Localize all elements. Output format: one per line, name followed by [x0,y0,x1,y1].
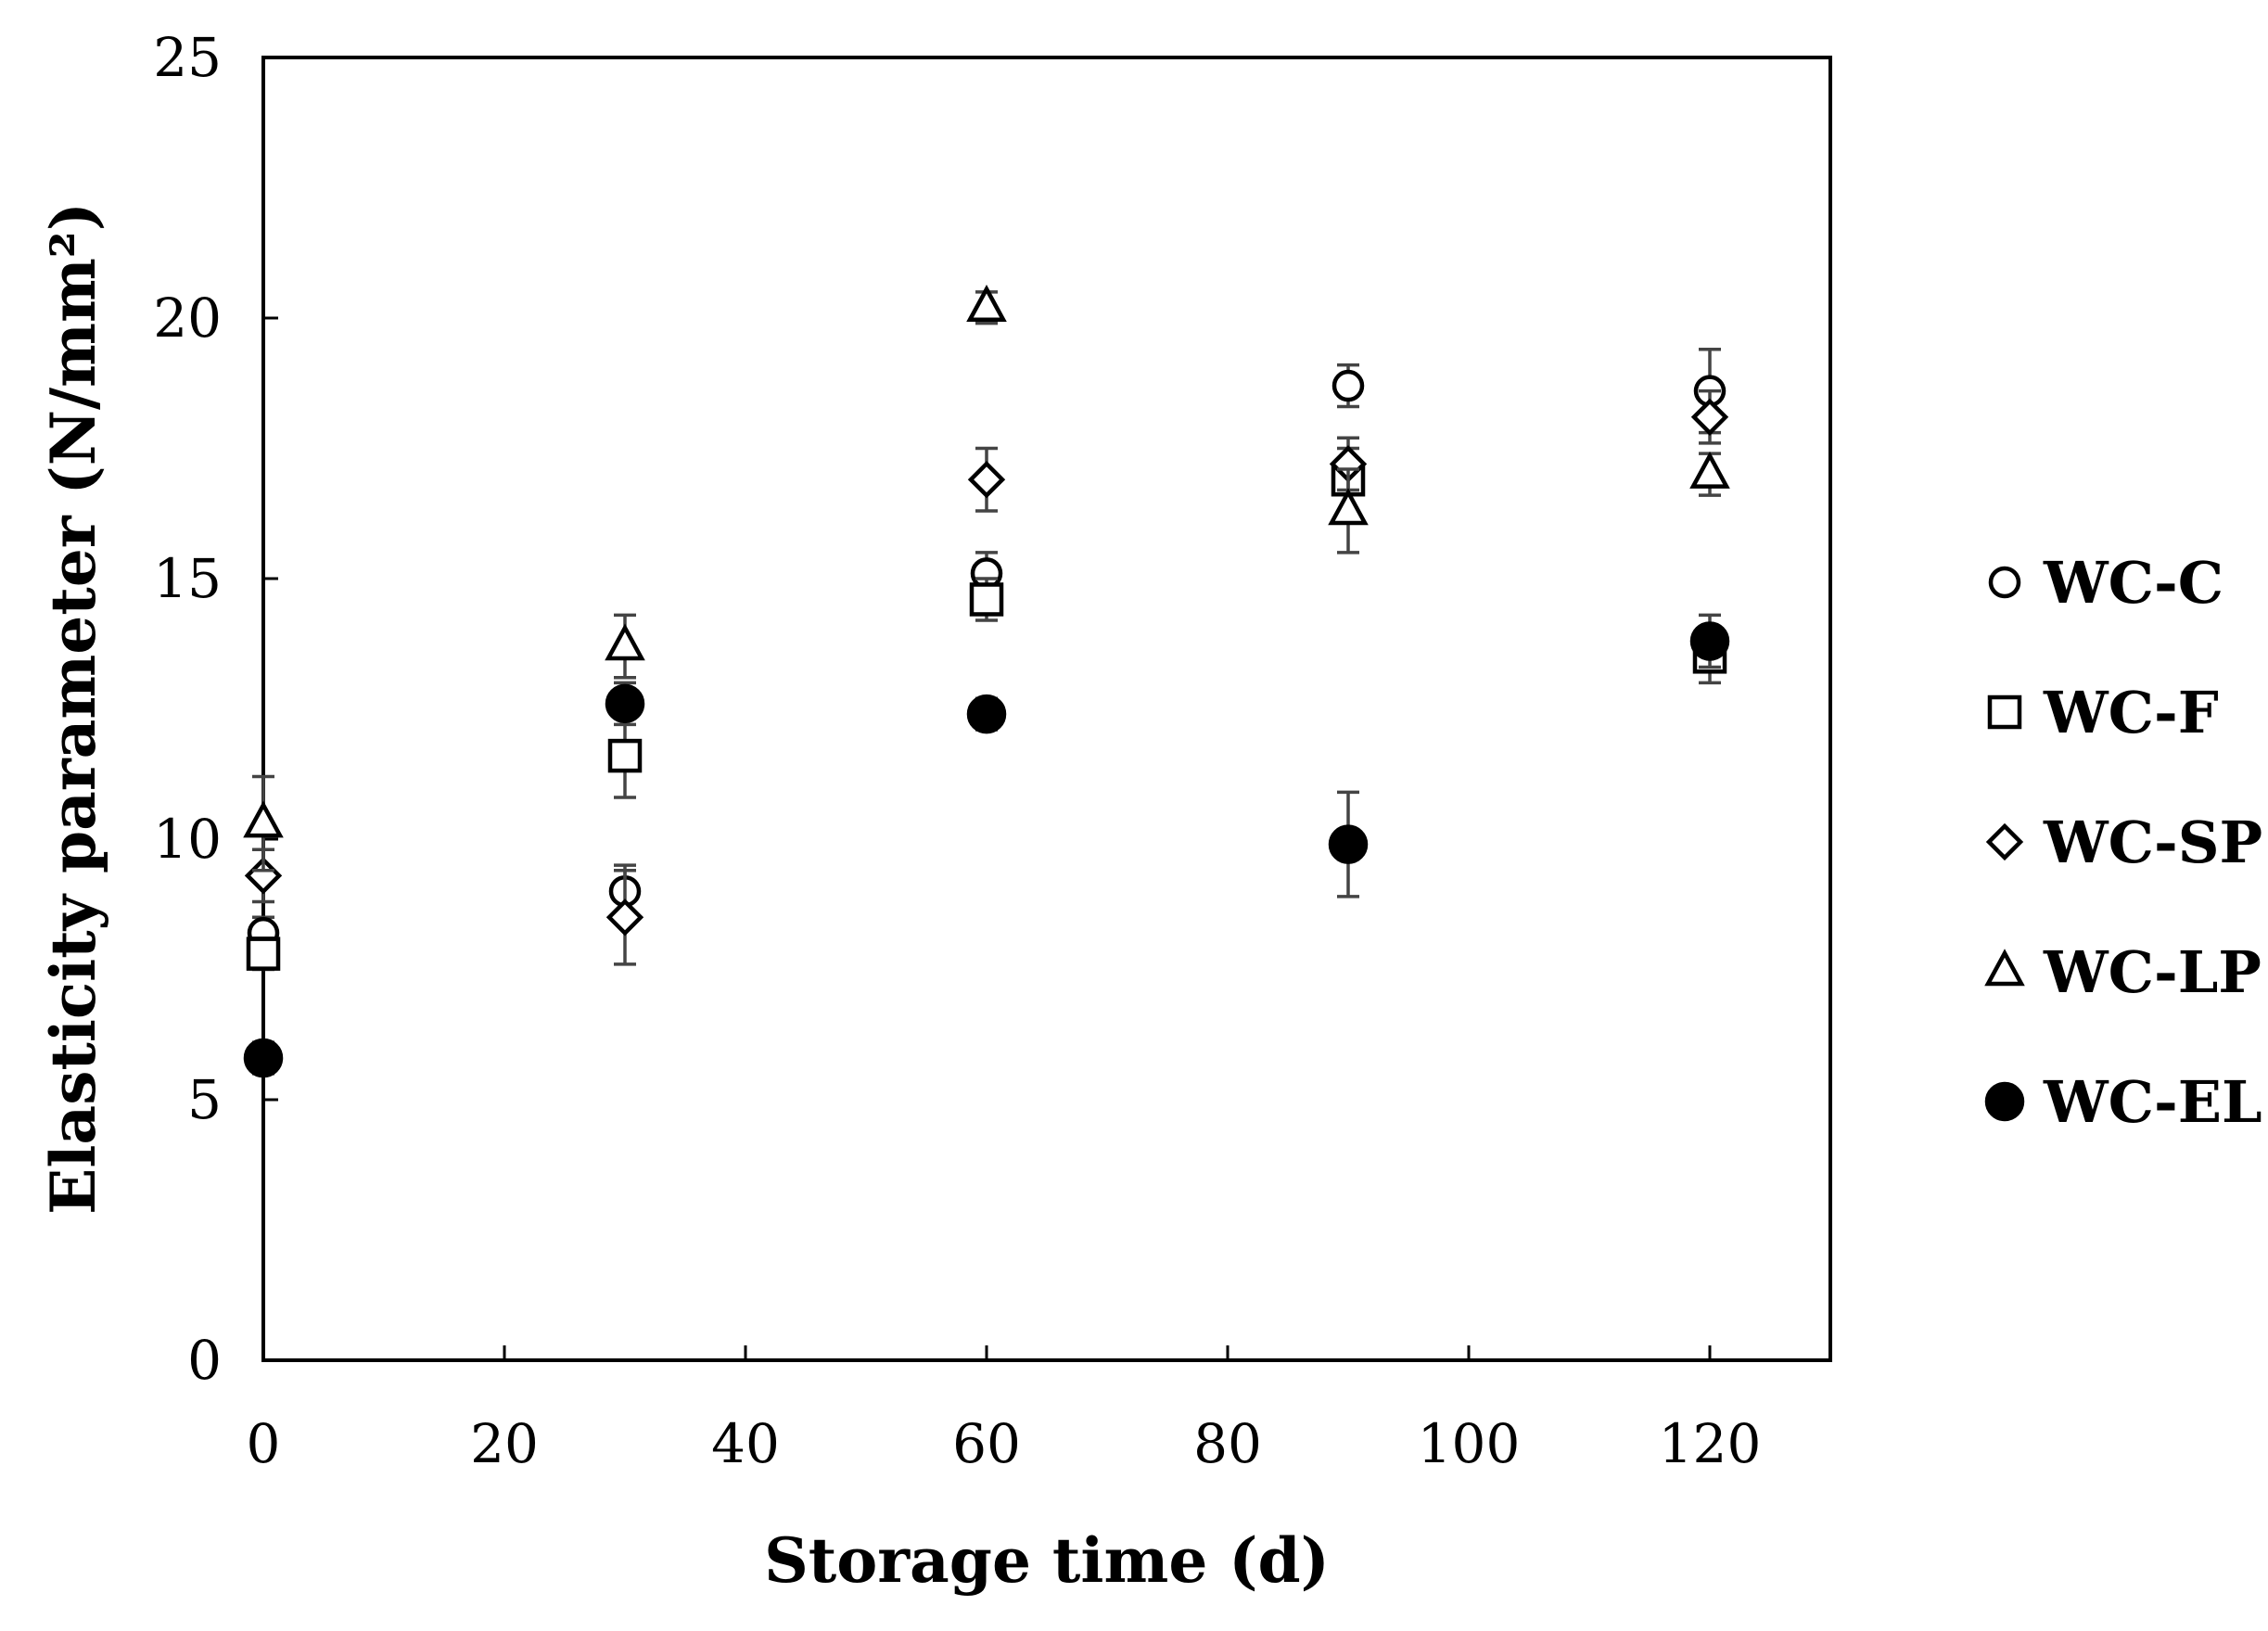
legend-marker [1984,1081,2025,1122]
x-tick-label: 40 [711,1412,780,1475]
data-point [243,1038,284,1078]
data-point [1689,451,1730,489]
legend-label: WC-F [2043,679,2219,746]
y-tick-label: 0 [187,1329,222,1392]
x-axis-title: Storage time (d) [764,1524,1330,1597]
data-point [969,582,1004,617]
data-marks [243,285,1730,1078]
y-tick-label: 25 [153,26,222,89]
legend-label: WC-LP [2043,938,2262,1006]
data-point [966,694,1007,734]
x-tick-label: 80 [1193,1412,1262,1475]
y-axis-title: Elasticity parameter (N/mm²) [37,202,109,1215]
data-point [243,800,284,838]
series-wc-sp [244,389,1729,966]
legend-item: WC-SP [1985,809,2262,876]
data-point [1689,621,1730,661]
legend-label: WC-EL [2043,1068,2262,1136]
data-point [1328,488,1369,526]
legend-label: WC-SP [2043,809,2262,876]
legend-marker [1988,566,2021,599]
x-tick-label: 120 [1659,1412,1762,1475]
legend-item: WC-C [1988,549,2223,617]
data-point [607,738,643,773]
data-point [1690,398,1729,436]
legend-item: WC-EL [1984,1068,2262,1136]
legend-item: WC-LP [1984,938,2262,1006]
legend-marker [1984,949,2025,987]
data-point [1331,369,1365,402]
data-point [605,623,645,661]
x-tick-label: 20 [470,1412,539,1475]
legend-marker [1985,822,2024,861]
series-wc-c [247,347,1726,950]
series-wc-lp [243,285,1730,873]
legend-item: WC-F [1987,679,2219,746]
data-point [246,937,281,971]
data-point [605,898,644,937]
y-axis-ticks: 0 5 10 15 20 25 [153,26,278,1392]
y-tick-label: 15 [153,547,222,610]
data-point [605,683,645,724]
series-wc-el [243,613,1730,1078]
x-axis-ticks: 0 20 40 60 80 100 120 [247,1345,1762,1475]
y-tick-label: 20 [153,287,222,350]
legend: WC-C WC-F WC-SP WC-LP WC-EL [1984,549,2262,1136]
x-tick-label: 60 [952,1412,1021,1475]
data-point [1328,824,1369,864]
data-point [966,285,1007,323]
data-point [967,461,1006,499]
y-tick-label: 10 [153,808,222,871]
plot-area [261,56,1832,1362]
x-tick-label: 100 [1418,1412,1521,1475]
legend-label: WC-C [2043,549,2223,617]
y-tick-label: 5 [187,1068,222,1131]
x-tick-label: 0 [247,1412,281,1475]
legend-marker [1987,694,2022,730]
